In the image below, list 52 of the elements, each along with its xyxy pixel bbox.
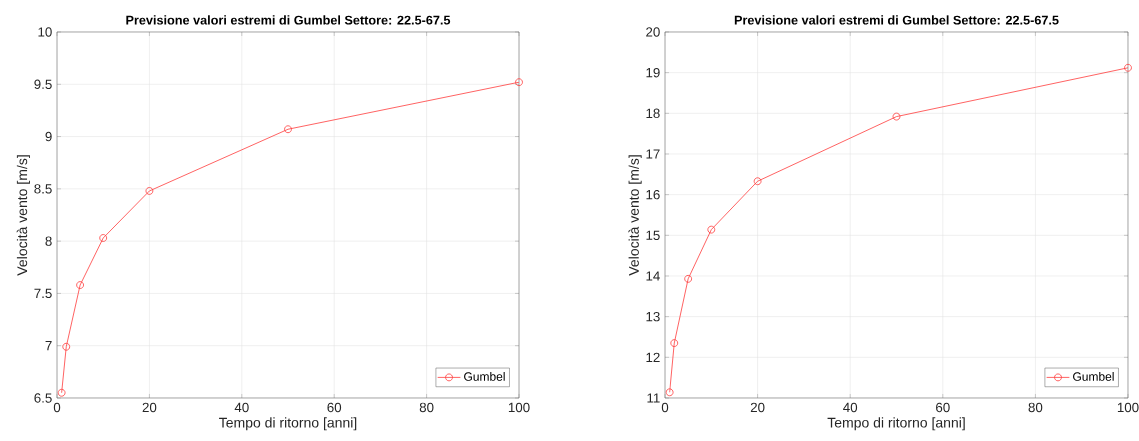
point xyxy=(99,234,108,242)
x-axis-title: Tempo di ritorno [anni] xyxy=(827,417,965,431)
point xyxy=(670,339,679,347)
y-tick-label: 16 xyxy=(646,189,660,200)
y-tick-label: 17 xyxy=(646,149,660,159)
legend-label: Gumbel xyxy=(1073,372,1114,381)
y-tick-label: 9.5 xyxy=(34,79,52,89)
point xyxy=(57,388,66,397)
point xyxy=(707,225,716,234)
y-tick-label: 12 xyxy=(646,352,660,362)
y-tick-label: 13 xyxy=(646,311,660,322)
x-tick-label: 0 xyxy=(661,402,669,413)
point xyxy=(515,78,523,87)
y-tick-label: 11 xyxy=(647,393,660,403)
point xyxy=(76,281,84,289)
x-tick-label: 20 xyxy=(142,402,157,413)
point xyxy=(1124,63,1132,72)
point xyxy=(62,342,71,351)
x-tick-label: 20 xyxy=(750,402,765,413)
y-tick-label: 18 xyxy=(646,108,660,119)
point xyxy=(665,388,674,397)
x-tick-label: 100 xyxy=(1117,402,1139,413)
y-tick-label: 7.5 xyxy=(34,288,52,299)
x-axis-title: Tempo di ritorno [anni] xyxy=(219,417,357,431)
y-axis-title: Velocità vento [m/s] xyxy=(16,155,30,276)
y-tick-label: 9 xyxy=(45,131,52,142)
y-tick-label: 19 xyxy=(646,67,660,78)
x-tick-label: 40 xyxy=(234,402,249,413)
point xyxy=(684,274,693,283)
x-tick-label: 100 xyxy=(508,402,530,413)
point xyxy=(145,187,154,195)
y-tick-label: 7 xyxy=(45,341,52,351)
x-tick-label: 40 xyxy=(843,402,858,413)
y-tick-label: 20 xyxy=(646,27,660,37)
chart-title: Previsione valori estremi di Gumbel Settore: 22.5-67.5 xyxy=(734,15,1059,25)
y-tick-label: 8 xyxy=(45,236,52,246)
legend-label: Gumbel xyxy=(464,372,505,381)
x-tick-label: 0 xyxy=(53,402,61,413)
y-tick-label: 6.5 xyxy=(34,393,52,403)
x-tick-label: 60 xyxy=(327,402,342,413)
y-tick-label: 14 xyxy=(646,271,660,281)
point xyxy=(284,125,292,134)
y-tick-label: 8.5 xyxy=(34,184,52,194)
x-tick-label: 80 xyxy=(1028,402,1043,413)
y-tick-label: 15 xyxy=(646,230,660,240)
y-axis-title: Velocità vento [m/s] xyxy=(628,155,642,276)
point xyxy=(892,112,901,121)
x-tick-label: 80 xyxy=(419,402,434,413)
chart-title: Previsione valori estremi di Gumbel Settore: 22.5-67.5 xyxy=(126,15,451,25)
x-tick-label: 60 xyxy=(936,402,950,413)
point xyxy=(753,177,762,186)
y-tick-label: 10 xyxy=(38,27,52,37)
